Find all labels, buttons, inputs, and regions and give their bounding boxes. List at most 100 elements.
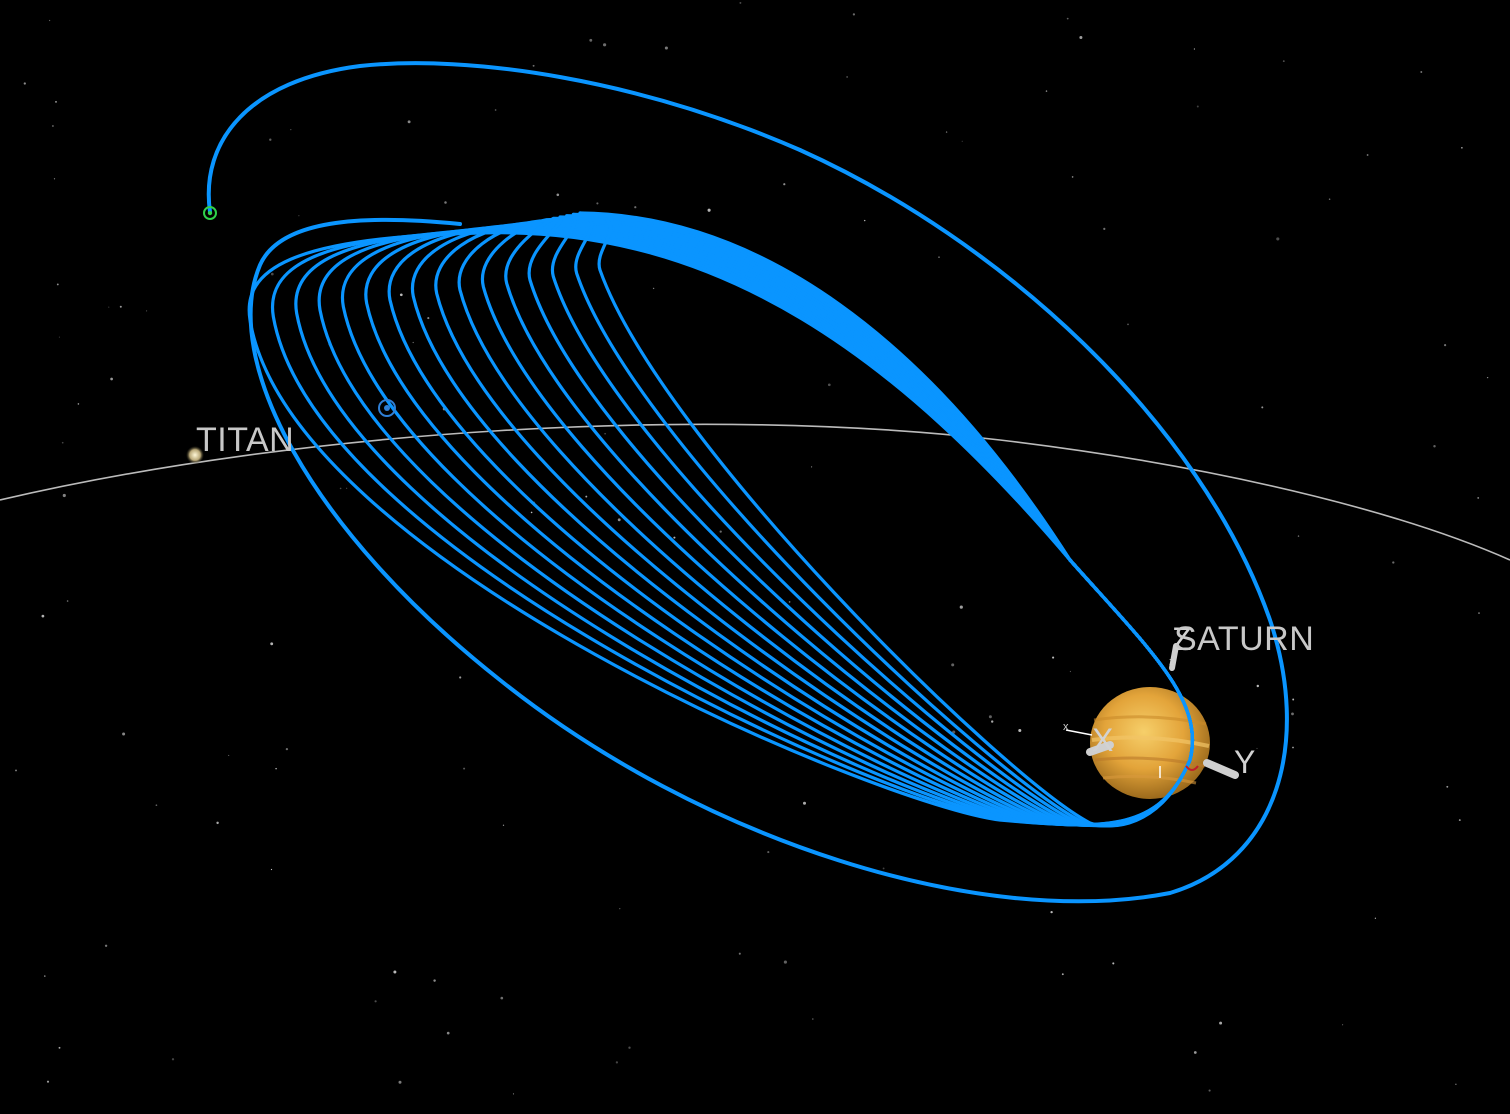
- star: [1477, 496, 1480, 499]
- star: [991, 720, 994, 723]
- titan-label[interactable]: TITAN: [196, 421, 294, 459]
- axis-y-label: Y: [1234, 744, 1255, 780]
- saturn-label[interactable]: SATURN: [1174, 620, 1314, 658]
- star: [1018, 728, 1022, 733]
- star: [269, 138, 272, 141]
- star: [228, 754, 230, 756]
- star: [1069, 670, 1071, 673]
- spacecraft-trajectory[interactable]: [206, 61, 1289, 904]
- star: [399, 293, 403, 297]
- star: [216, 821, 219, 825]
- star: [1292, 746, 1294, 749]
- star: [863, 219, 866, 222]
- star: [1261, 406, 1264, 409]
- star: [512, 1093, 515, 1095]
- star: [951, 663, 955, 667]
- titan-position-marker-icon[interactable]: [378, 399, 396, 417]
- star: [738, 952, 741, 955]
- star: [1219, 1021, 1223, 1025]
- star: [48, 19, 51, 22]
- star: [1446, 785, 1449, 788]
- star: [1066, 17, 1069, 20]
- star: [615, 1061, 619, 1064]
- star: [23, 82, 26, 85]
- star: [652, 287, 655, 290]
- star: [664, 46, 668, 50]
- star: [53, 178, 56, 180]
- star: [1208, 1089, 1211, 1092]
- star: [628, 1046, 631, 1049]
- star: [1256, 747, 1258, 749]
- star: [407, 120, 411, 124]
- star: [61, 441, 64, 444]
- star: [1458, 819, 1461, 822]
- star: [1444, 344, 1447, 347]
- star: [961, 140, 963, 142]
- star: [1478, 612, 1480, 615]
- star: [788, 601, 791, 603]
- capture-orbit-loops: [247, 211, 1195, 828]
- star: [110, 377, 113, 381]
- star: [739, 1, 742, 4]
- star: [783, 183, 786, 186]
- star: [1292, 698, 1295, 701]
- star: [119, 305, 122, 308]
- star: [1366, 154, 1369, 156]
- star: [412, 341, 414, 344]
- axis-z-label: Z: [1172, 621, 1192, 657]
- star: [494, 109, 497, 111]
- axis-x-label: X: [1092, 722, 1113, 758]
- star: [58, 336, 60, 338]
- saturn-planet[interactable]: [1090, 687, 1210, 799]
- star: [604, 432, 606, 435]
- star: [1127, 323, 1129, 326]
- star: [1461, 147, 1463, 149]
- capture-loop: [578, 211, 1195, 828]
- star: [275, 767, 277, 770]
- star: [270, 642, 274, 646]
- star: [988, 715, 992, 719]
- star: [41, 614, 45, 618]
- star: [673, 536, 676, 539]
- star: [1071, 176, 1074, 178]
- star: [882, 867, 885, 870]
- star: [433, 979, 436, 982]
- star: [62, 493, 66, 498]
- star: [77, 403, 80, 405]
- star: [502, 824, 505, 826]
- star: [719, 530, 722, 533]
- star: [556, 193, 560, 197]
- star: [1196, 105, 1199, 108]
- star: [66, 600, 69, 602]
- star: [51, 125, 54, 127]
- titan-moon[interactable]: [186, 446, 204, 464]
- star: [108, 306, 110, 308]
- star: [270, 868, 273, 871]
- star: [767, 851, 770, 854]
- star: [146, 310, 148, 312]
- star: [530, 511, 533, 514]
- star: [1420, 71, 1423, 73]
- star: [585, 495, 588, 498]
- star: [938, 256, 940, 258]
- star: [339, 487, 342, 490]
- star: [619, 908, 621, 910]
- star: [959, 605, 963, 609]
- star: [427, 317, 430, 320]
- axis-z-small-label: z: [1169, 656, 1175, 668]
- star: [945, 131, 948, 133]
- start-marker-icon[interactable]: [203, 206, 217, 220]
- approach-arc: [206, 61, 802, 214]
- star: [285, 747, 289, 751]
- star: [58, 1046, 61, 1049]
- star: [459, 676, 462, 679]
- star: [1193, 48, 1195, 50]
- star: [444, 201, 447, 204]
- star: [783, 960, 787, 964]
- star: [446, 1031, 450, 1035]
- star: [707, 208, 711, 212]
- star: [1297, 535, 1300, 537]
- star: [1392, 561, 1395, 564]
